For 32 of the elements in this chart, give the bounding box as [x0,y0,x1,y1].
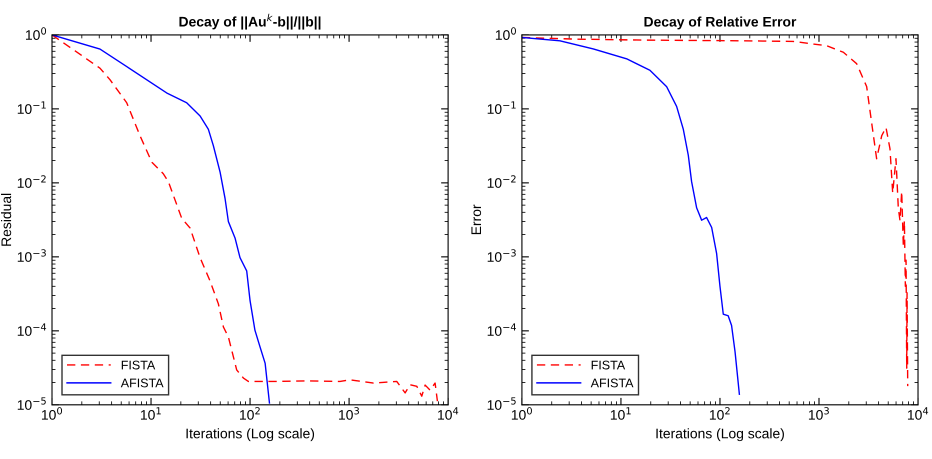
x-axis-title: Iterations (Log scale) [186,428,314,442]
chart-title: Decay of Relative Error [644,16,796,30]
legend-label: AFISTA [120,378,164,388]
x-tick-label: 10$^{1}$ [140,407,161,420]
y-tick-label: 10$^{−2}$ [488,175,516,188]
y-axis-title: Error [471,204,482,234]
y-tick-label: 10$^{−4}$ [18,323,46,336]
y-tick-label: 10$^{−2}$ [18,175,46,188]
chart-title: Decay of ||Au$^{k}$-b||/||b|| [179,14,320,30]
y-tick-label: 10$^{−1}$ [488,101,516,114]
y-tick-label: 10$^{−4}$ [488,323,516,336]
x-tick-label: 10$^{3}$ [808,407,829,420]
x-tick-label: 10$^{4}$ [438,407,458,420]
legend-label: AFISTA [590,378,634,388]
legend-label: FISTA [592,360,626,370]
y-axis-title: Residual [1,194,12,246]
x-tick-label: 10$^{4}$ [908,407,928,420]
x-tick-label: 10$^{2}$ [240,407,260,420]
y-tick-label: 10$^{−5}$ [18,397,46,410]
x-tick-label: 10$^{3}$ [339,407,359,420]
y-tick-label: 10$^{−3}$ [488,249,516,262]
x-tick-label: 10$^{2}$ [710,407,730,420]
x-tick-label: 10$^{0}$ [512,407,532,420]
y-tick-label: 10$^{0}$ [26,27,46,40]
x-tick-label: 10$^{0}$ [42,407,62,420]
legend-label: FISTA [122,360,156,370]
x-tick-label: 10$^{1}$ [610,407,631,420]
y-tick-label: 10$^{−3}$ [18,249,46,262]
x-axis-title: Iterations (Log scale) [656,428,784,442]
y-tick-label: 10$^{0}$ [496,27,516,40]
y-tick-label: 10$^{−1}$ [18,101,46,114]
y-tick-label: 10$^{−5}$ [488,397,516,410]
